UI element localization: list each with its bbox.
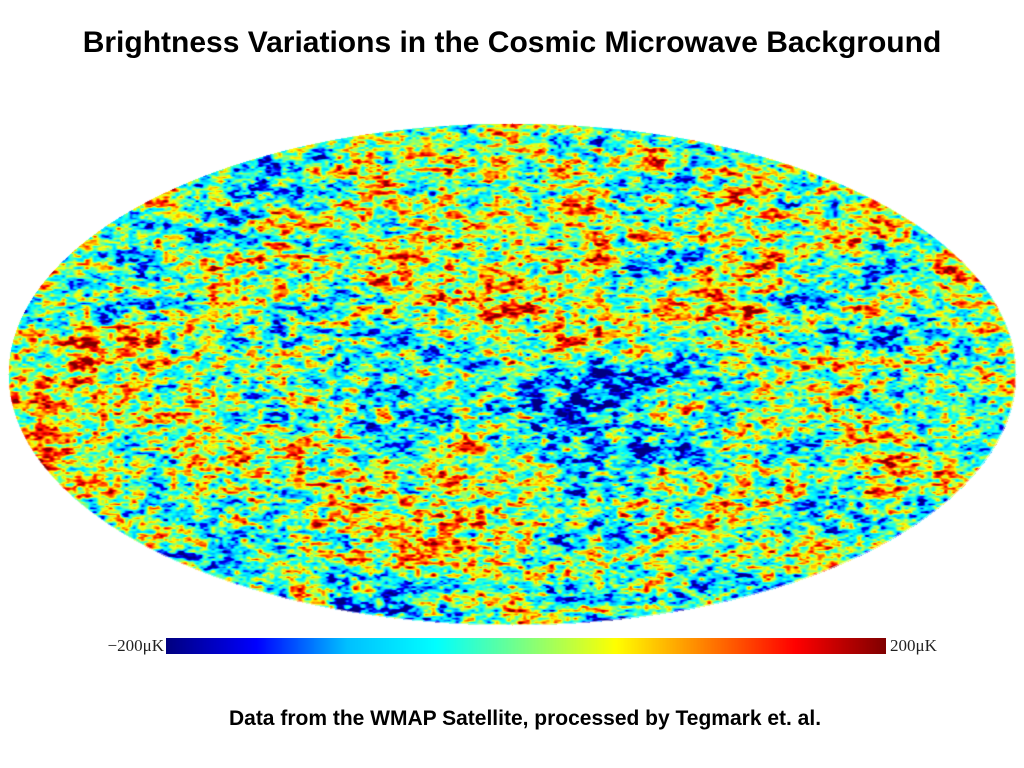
- cmb-sky-map-canvas: [0, 118, 1024, 630]
- data-source-caption: Data from the WMAP Satellite, processed …: [228, 707, 822, 730]
- slide-title: Brightness Variations in the Cosmic Micr…: [82, 26, 942, 59]
- color-scale: −200μK 200μK: [0, 632, 1024, 660]
- color-scale-min-label: −200μK: [107, 636, 164, 655]
- color-scale-bar: [166, 638, 886, 654]
- color-scale-max-label: 200μK: [890, 636, 937, 655]
- cmb-sky-map: [0, 118, 1024, 630]
